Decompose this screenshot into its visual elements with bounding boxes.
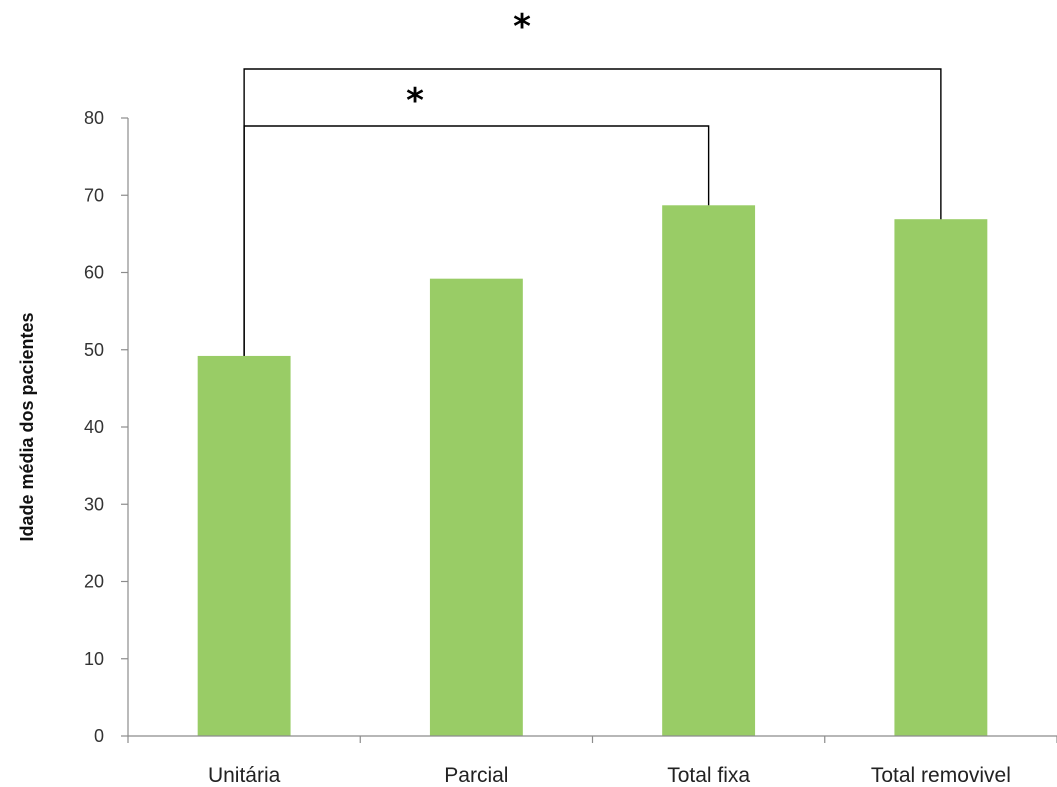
y-axis-title: Idade média dos pacientes bbox=[17, 312, 37, 541]
y-tick-label: 80 bbox=[84, 108, 104, 128]
y-tick-label: 70 bbox=[84, 185, 104, 205]
x-category-label: Parcial bbox=[444, 764, 508, 787]
y-axis-ticks: 0 10 20 30 40 50 60 70 80 bbox=[84, 108, 128, 746]
bar bbox=[429, 278, 523, 736]
x-category-label: Total fixa bbox=[667, 764, 750, 787]
y-tick-label: 10 bbox=[84, 649, 104, 669]
y-tick-label: 50 bbox=[84, 340, 104, 360]
x-category-label: Unitária bbox=[208, 764, 281, 787]
x-category-label: Total removivel bbox=[871, 764, 1011, 787]
y-tick-label: 40 bbox=[84, 417, 104, 437]
significance-star: * bbox=[513, 7, 531, 47]
y-tick-label: 20 bbox=[84, 572, 104, 592]
significance-star: * bbox=[406, 81, 424, 121]
bars bbox=[197, 205, 988, 737]
significance-brackets: ** bbox=[243, 7, 942, 356]
y-tick-label: 30 bbox=[84, 494, 104, 514]
significance-bracket bbox=[243, 68, 942, 356]
bar bbox=[894, 219, 988, 736]
y-tick-label: 60 bbox=[84, 263, 104, 283]
x-axis-ticks: Unitária Parcial Total fixa Total removivel bbox=[127, 736, 1057, 787]
y-tick-label: 0 bbox=[94, 726, 104, 746]
bar bbox=[197, 355, 291, 736]
bar bbox=[662, 205, 756, 737]
